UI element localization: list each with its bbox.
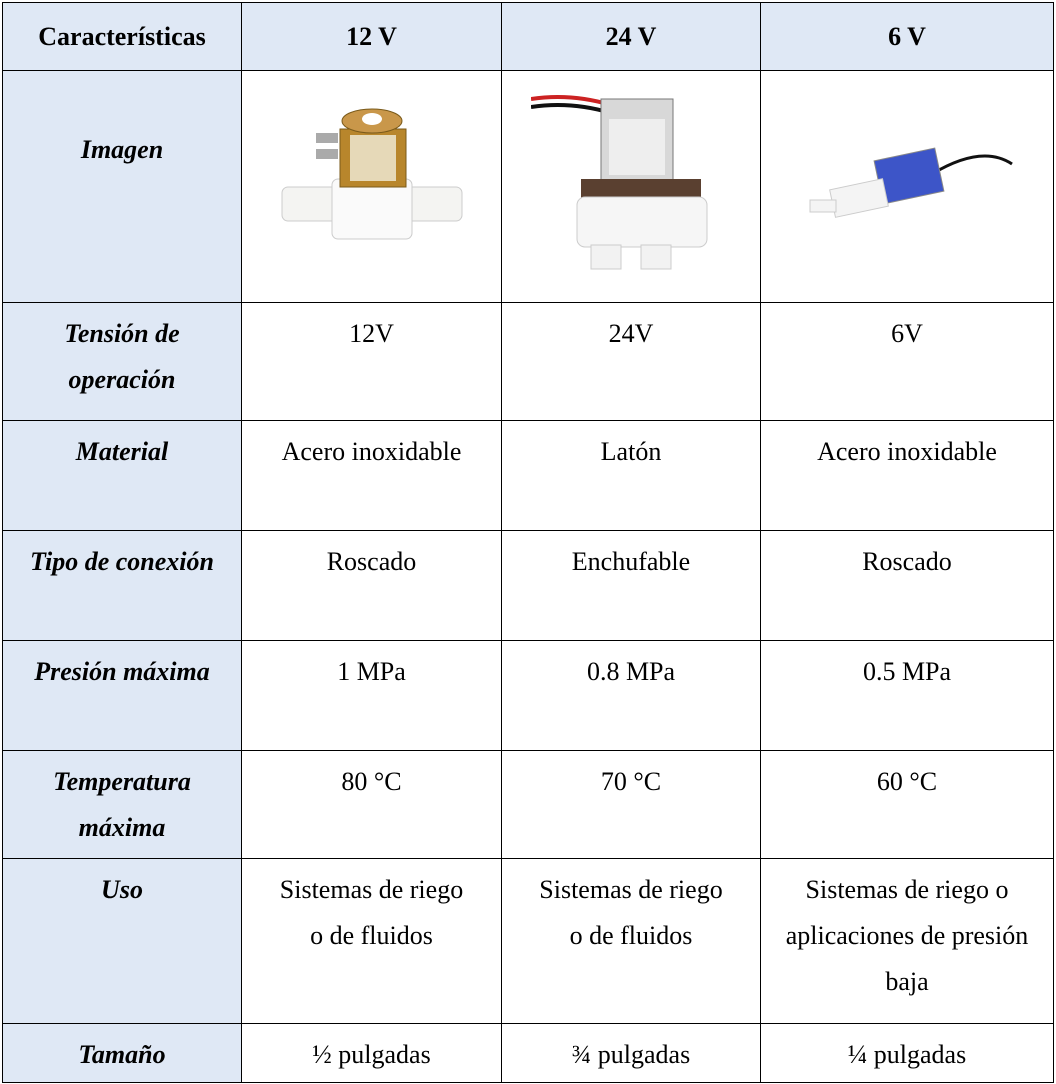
cell: 24V <box>501 302 761 421</box>
cell: Sistemas de riego o aplicaciones de pres… <box>760 858 1054 1024</box>
table-row: Temperatura máxima 80 °C 70 °C 60 °C <box>2 750 1054 859</box>
cell: Latón <box>501 420 761 531</box>
image-cell <box>760 70 1054 303</box>
table-row: Material Acero inoxidable Latón Acero in… <box>2 420 1054 531</box>
header-cell: Características <box>2 2 242 71</box>
image-row: Imagen <box>2 70 1054 303</box>
valve-6v-image <box>809 147 1013 218</box>
cell: ½ pulgadas <box>241 1023 502 1083</box>
cell: 70 °C <box>501 750 761 859</box>
image-cell <box>241 70 502 303</box>
cell: ¾ pulgadas <box>501 1023 761 1083</box>
row-label: Presión máxima <box>2 640 242 751</box>
table-row: Tamaño ½ pulgadas ¾ pulgadas ¼ pulgadas <box>2 1023 1054 1083</box>
cell: Sistemas de riego o de fluidos <box>501 858 761 1024</box>
cell: Sistemas de riego o de fluidos <box>241 858 502 1024</box>
cell: ¼ pulgadas <box>760 1023 1054 1083</box>
cell: Acero inoxidable <box>760 420 1054 531</box>
cell: Enchufable <box>501 530 761 641</box>
cell: Roscado <box>760 530 1054 641</box>
header-cell: 24 V <box>501 2 761 71</box>
cell: 1 MPa <box>241 640 502 751</box>
header-cell: 6 V <box>760 2 1054 71</box>
cell: 12V <box>241 302 502 421</box>
row-label: Material <box>2 420 242 531</box>
row-label: Tipo de conexión <box>2 530 242 641</box>
cell: 80 °C <box>241 750 502 859</box>
table-row: Tipo de conexión Roscado Enchufable Rosc… <box>2 530 1054 641</box>
cell: 6V <box>760 302 1054 421</box>
table-row: Uso Sistemas de riego o de fluidos Siste… <box>2 858 1054 1024</box>
header-cell: 12 V <box>241 2 502 71</box>
row-label: Tamaño <box>2 1023 242 1083</box>
cell: Acero inoxidable <box>241 420 502 531</box>
row-label: Imagen <box>2 70 242 303</box>
valve-12v-image <box>281 108 462 240</box>
table-row: Tensión de operación 12V 24V 6V <box>2 302 1054 421</box>
table-row: Presión máxima 1 MPa 0.8 MPa 0.5 MPa <box>2 640 1054 751</box>
cell: 60 °C <box>760 750 1054 859</box>
cell: 0.8 MPa <box>501 640 761 751</box>
image-cell <box>501 70 761 303</box>
row-label: Uso <box>2 858 242 1024</box>
row-label: Temperatura máxima <box>2 750 242 859</box>
cell: Roscado <box>241 530 502 641</box>
header-row: Características 12 V 24 V 6 V <box>2 2 1054 71</box>
valve-24v-image <box>530 95 708 270</box>
cell: 0.5 MPa <box>760 640 1054 751</box>
row-label: Tensión de operación <box>2 302 242 421</box>
